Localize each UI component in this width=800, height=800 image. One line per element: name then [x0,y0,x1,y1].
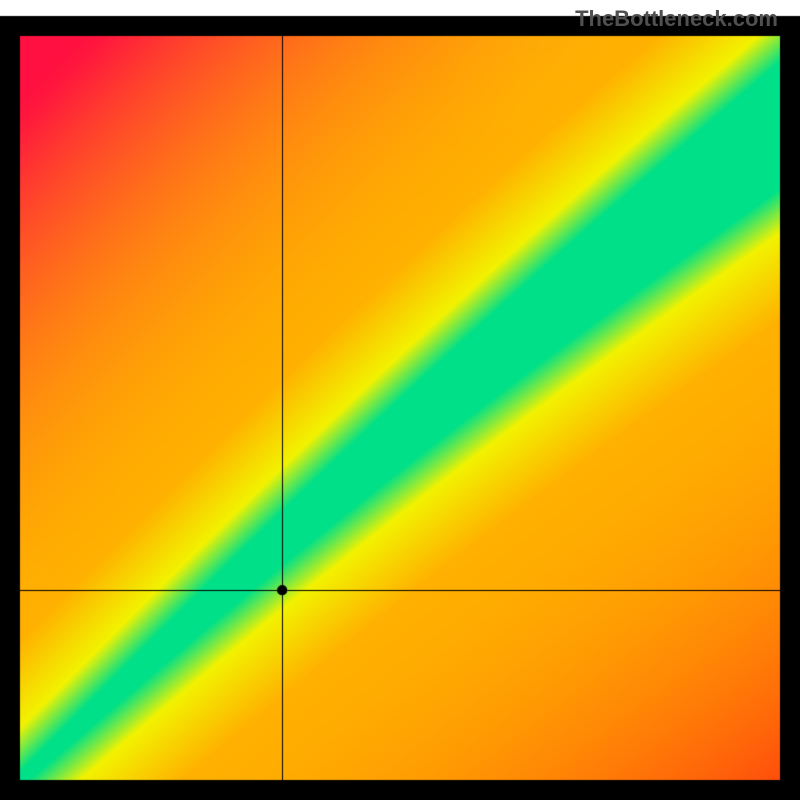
chart-container: TheBottleneck.com [0,0,800,800]
bottleneck-heatmap [0,0,800,800]
watermark-text: TheBottleneck.com [575,6,778,32]
